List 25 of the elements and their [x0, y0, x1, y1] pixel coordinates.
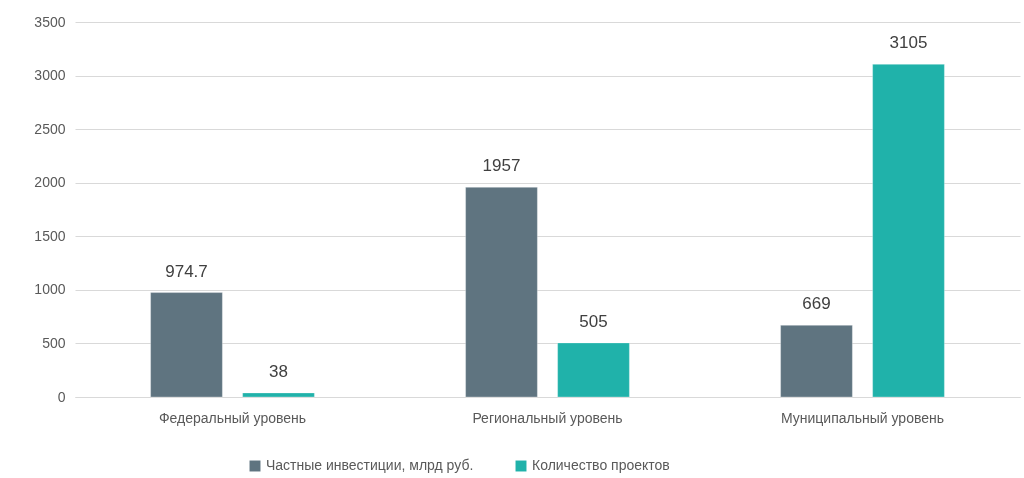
y-tick-label: 3000: [34, 67, 66, 84]
data-label: 505: [579, 311, 608, 331]
bar: [780, 324, 853, 398]
bar: [242, 392, 315, 398]
y-tick-label: 3500: [34, 13, 66, 30]
x-tick-label: Федеральный уровень: [158, 409, 307, 426]
data-label: 1957: [482, 156, 521, 176]
y-tick-label: 0: [57, 388, 66, 405]
legend-label: Частные инвестиции, млрд руб.: [266, 457, 474, 473]
y-tick-label: 1500: [34, 227, 66, 244]
y-tick-label: 2000: [34, 174, 66, 191]
bar: [465, 186, 538, 398]
y-tick-label: 2500: [34, 120, 66, 137]
x-tick-label: Муниципальный уровень: [780, 409, 945, 426]
bar: [872, 63, 945, 398]
bar: [150, 292, 223, 398]
y-tick-label: 500: [42, 334, 66, 351]
data-label: 974.7: [165, 261, 208, 281]
data-label: 669: [802, 294, 831, 314]
data-label: 3105: [889, 33, 928, 53]
bar: [557, 342, 630, 398]
data-label: 38: [269, 361, 288, 381]
y-tick-label: 1000: [34, 281, 66, 298]
x-tick-label: Региональный уровень: [472, 409, 623, 426]
legend-label: Количество проектов: [532, 457, 670, 473]
